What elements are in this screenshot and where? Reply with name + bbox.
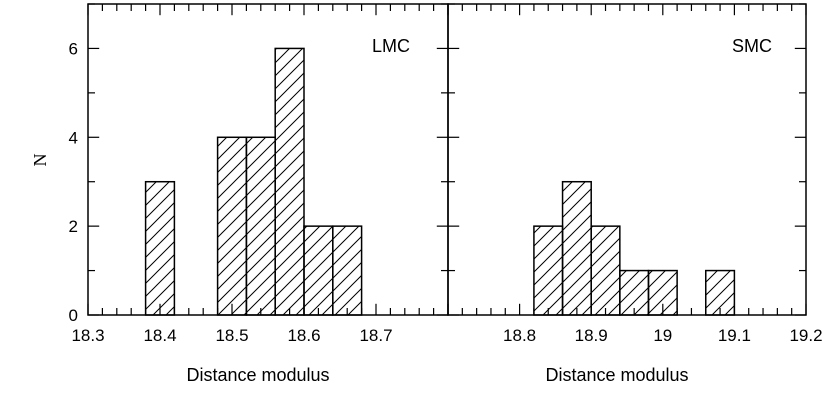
smc-histogram-bar — [619, 269, 650, 316]
lmc-x-axis-label: Distance modulus — [186, 365, 329, 385]
smc-panel-label: SMC — [732, 36, 772, 56]
lmc-histogram-bar — [216, 136, 248, 316]
lmc-histogram-bar — [303, 225, 334, 316]
y-axis-label: N — [30, 154, 50, 167]
lmc-y-tick-label: 4 — [69, 128, 78, 147]
smc-histogram-bar — [705, 269, 736, 316]
lmc-x-tick-label: 18.7 — [359, 326, 392, 345]
lmc-y-tick-label: 0 — [69, 306, 78, 325]
smc-x-tick-label: 19 — [653, 326, 672, 345]
lmc-histogram-bar — [274, 47, 305, 316]
lmc-x-tick-label: 18.3 — [71, 326, 104, 345]
lmc-panel-label: LMC — [372, 36, 410, 56]
smc-histogram-bar — [590, 225, 621, 316]
smc-x-tick-label: 19.2 — [789, 326, 822, 345]
smc-x-tick-label: 19.1 — [718, 326, 751, 345]
lmc-histogram-bar — [144, 180, 176, 316]
smc-x-tick-label: 18.8 — [503, 326, 536, 345]
smc-histogram-bar — [533, 225, 564, 316]
lmc-y-tick-label: 2 — [69, 217, 78, 236]
lmc-panel: 18.3 18.4 18.5 18.6 18.7 0 2 4 6 LMC Distance mo… — [30, 3, 449, 385]
lmc-x-tick-label: 18.6 — [287, 326, 320, 345]
smc-x-axis-label: Distance modulus — [545, 365, 688, 385]
lmc-x-tick-label: 18.5 — [215, 326, 248, 345]
smc-x-tick-label: 18.9 — [575, 326, 608, 345]
smc-histogram-bar — [561, 180, 592, 316]
lmc-histogram-bar — [245, 136, 276, 316]
lmc-x-tick-label: 18.4 — [143, 326, 176, 345]
lmc-histogram-bar — [332, 225, 363, 316]
smc-panel: 18.8 18.9 19 19.1 19.2 SMC Distance modulus — [447, 3, 823, 385]
lmc-y-tick-label: 6 — [69, 39, 78, 58]
smc-plot-frame — [447, 3, 807, 316]
